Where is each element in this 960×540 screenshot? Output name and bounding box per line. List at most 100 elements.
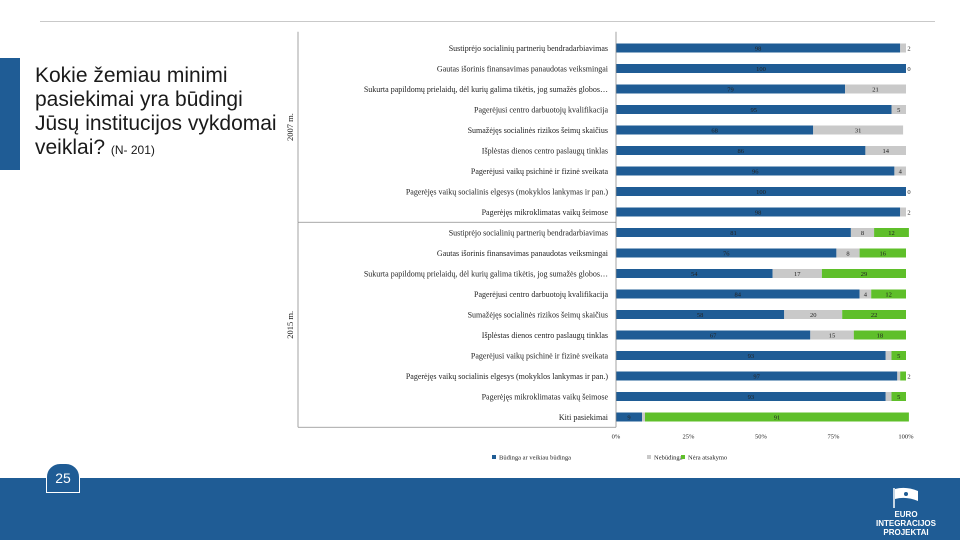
bar-segment <box>810 330 854 340</box>
x-tick-label: 0% <box>612 433 621 440</box>
data-label: 5 <box>897 394 900 401</box>
sample-size: (N- 201) <box>110 143 155 157</box>
group-label: 2007 m. <box>285 113 295 141</box>
data-label: 98 <box>755 46 762 53</box>
data-label: 20 <box>810 312 817 319</box>
bar-segment <box>900 371 906 381</box>
legend-swatch <box>647 455 651 459</box>
category-label: Pagerėjęs vaikų socialinis elgesys (moky… <box>406 188 609 197</box>
bar-segment <box>842 310 906 319</box>
legend-swatch <box>492 455 496 459</box>
bar-segment <box>616 351 886 360</box>
category-label: Gautas išorinis finansavimas panaudotas … <box>437 65 609 74</box>
bar-segment <box>616 207 901 217</box>
bar-segment <box>865 146 906 155</box>
data-label: 93 <box>748 353 755 360</box>
euro-integracijos-logo: EURO INTEGRACIJOS PROJEKTAI <box>866 486 946 537</box>
category-label: Išplėstas dienos centro paslaugų tinklas <box>482 331 608 340</box>
bar-segment <box>845 84 906 94</box>
bar-segment <box>616 289 860 299</box>
data-label: 12 <box>885 292 892 299</box>
category-label: Pagerėjusi centro darbuotojų kvalifikaci… <box>474 106 608 115</box>
data-label: 79 <box>727 87 734 94</box>
bar-segment <box>616 248 837 258</box>
data-label: 21 <box>872 87 879 94</box>
data-label: 95 <box>751 107 758 114</box>
data-label: 2 <box>907 374 910 381</box>
category-label: Pagerėjusi centro darbuotojų kvalifikaci… <box>474 290 608 299</box>
data-label: 16 <box>880 251 887 258</box>
bar-segment <box>616 187 906 196</box>
category-label: Pagerėjusi vaikų psichinė ir fizinė svei… <box>471 167 609 176</box>
data-label: 12 <box>888 230 895 237</box>
legend-swatch <box>681 455 685 459</box>
flag-icon <box>893 487 918 508</box>
bar-segment <box>859 248 906 258</box>
category-label: Pagerėjęs vaikų socialinis elgesys (moky… <box>406 372 609 381</box>
x-tick-label: 25% <box>683 433 696 440</box>
data-label: 68 <box>711 128 718 135</box>
data-label: 97 <box>753 374 760 381</box>
bar-segment <box>871 289 906 299</box>
footer-bar <box>0 478 960 540</box>
legend-label: Būdinga ar veikiau būdinga <box>499 455 571 462</box>
bar-segment <box>616 330 811 340</box>
bar-segment <box>616 166 895 176</box>
bar-segment <box>616 371 898 381</box>
data-label: 9 <box>627 415 630 422</box>
bar-segment <box>616 146 866 155</box>
x-tick-label: 75% <box>828 433 841 440</box>
data-label: 58 <box>697 312 704 319</box>
bar-segment <box>616 84 846 94</box>
data-label: 67 <box>710 333 717 340</box>
bar-segment <box>891 351 906 360</box>
top-rule <box>40 21 935 22</box>
bar-segment <box>853 330 906 340</box>
data-label: 76 <box>723 251 730 258</box>
category-label: Sukurta papildomų prielaidų, dėl kurių g… <box>364 85 608 94</box>
bar-segment <box>859 289 872 299</box>
bar-segment <box>616 228 851 237</box>
data-label: 4 <box>899 169 903 176</box>
slide-title: Kokie žemiau minimi pasiekimai yra būdin… <box>35 64 285 162</box>
data-label: 2 <box>907 46 910 53</box>
bar-segment <box>891 105 906 114</box>
bar-segment <box>885 351 892 360</box>
bar-segment <box>616 64 906 73</box>
logo-text: EURO INTEGRACIJOS PROJEKTAI <box>875 510 936 537</box>
category-label: Kiti pasiekimai <box>559 413 609 422</box>
bar-segment <box>616 269 773 278</box>
category-label: Sustiprėjo socialinių partnerių bendrada… <box>449 229 608 238</box>
data-label: 8 <box>861 230 864 237</box>
data-label: 14 <box>882 148 889 155</box>
x-tick-label: 50% <box>755 433 768 440</box>
data-label: 91 <box>774 415 781 422</box>
data-label: 98 <box>755 210 762 217</box>
bar-segment <box>642 412 645 422</box>
data-label: 0 <box>907 66 910 73</box>
bar-segment <box>894 166 906 176</box>
data-label: 17 <box>794 271 801 278</box>
bar-segment <box>645 412 909 422</box>
data-label: 2 <box>907 210 910 217</box>
data-label: 31 <box>855 128 862 135</box>
legend-label: Nebūdinga <box>654 455 683 462</box>
data-label: 100 <box>756 189 766 196</box>
bar-segment <box>616 392 886 401</box>
data-label: 86 <box>737 148 744 155</box>
data-label: 84 <box>735 292 742 299</box>
category-label: Pagerėjęs mikroklimatas vaikų šeimose <box>482 208 609 217</box>
data-label: 29 <box>861 271 868 278</box>
bar-segment <box>616 412 643 422</box>
bar-segment <box>885 392 892 401</box>
data-label: 0 <box>907 189 910 196</box>
data-label: 96 <box>752 169 759 176</box>
bar-segment <box>616 310 785 319</box>
bar-segment <box>900 207 906 217</box>
bar-segment <box>891 392 906 401</box>
category-label: Pagerėjusi vaikų psichinė ir fizinė svei… <box>471 352 609 361</box>
category-label: Pagerėjęs mikroklimatas vaikų šeimose <box>482 393 609 402</box>
data-label: 81 <box>730 230 737 237</box>
bar-segment <box>813 125 904 135</box>
bar-segment <box>850 228 875 237</box>
